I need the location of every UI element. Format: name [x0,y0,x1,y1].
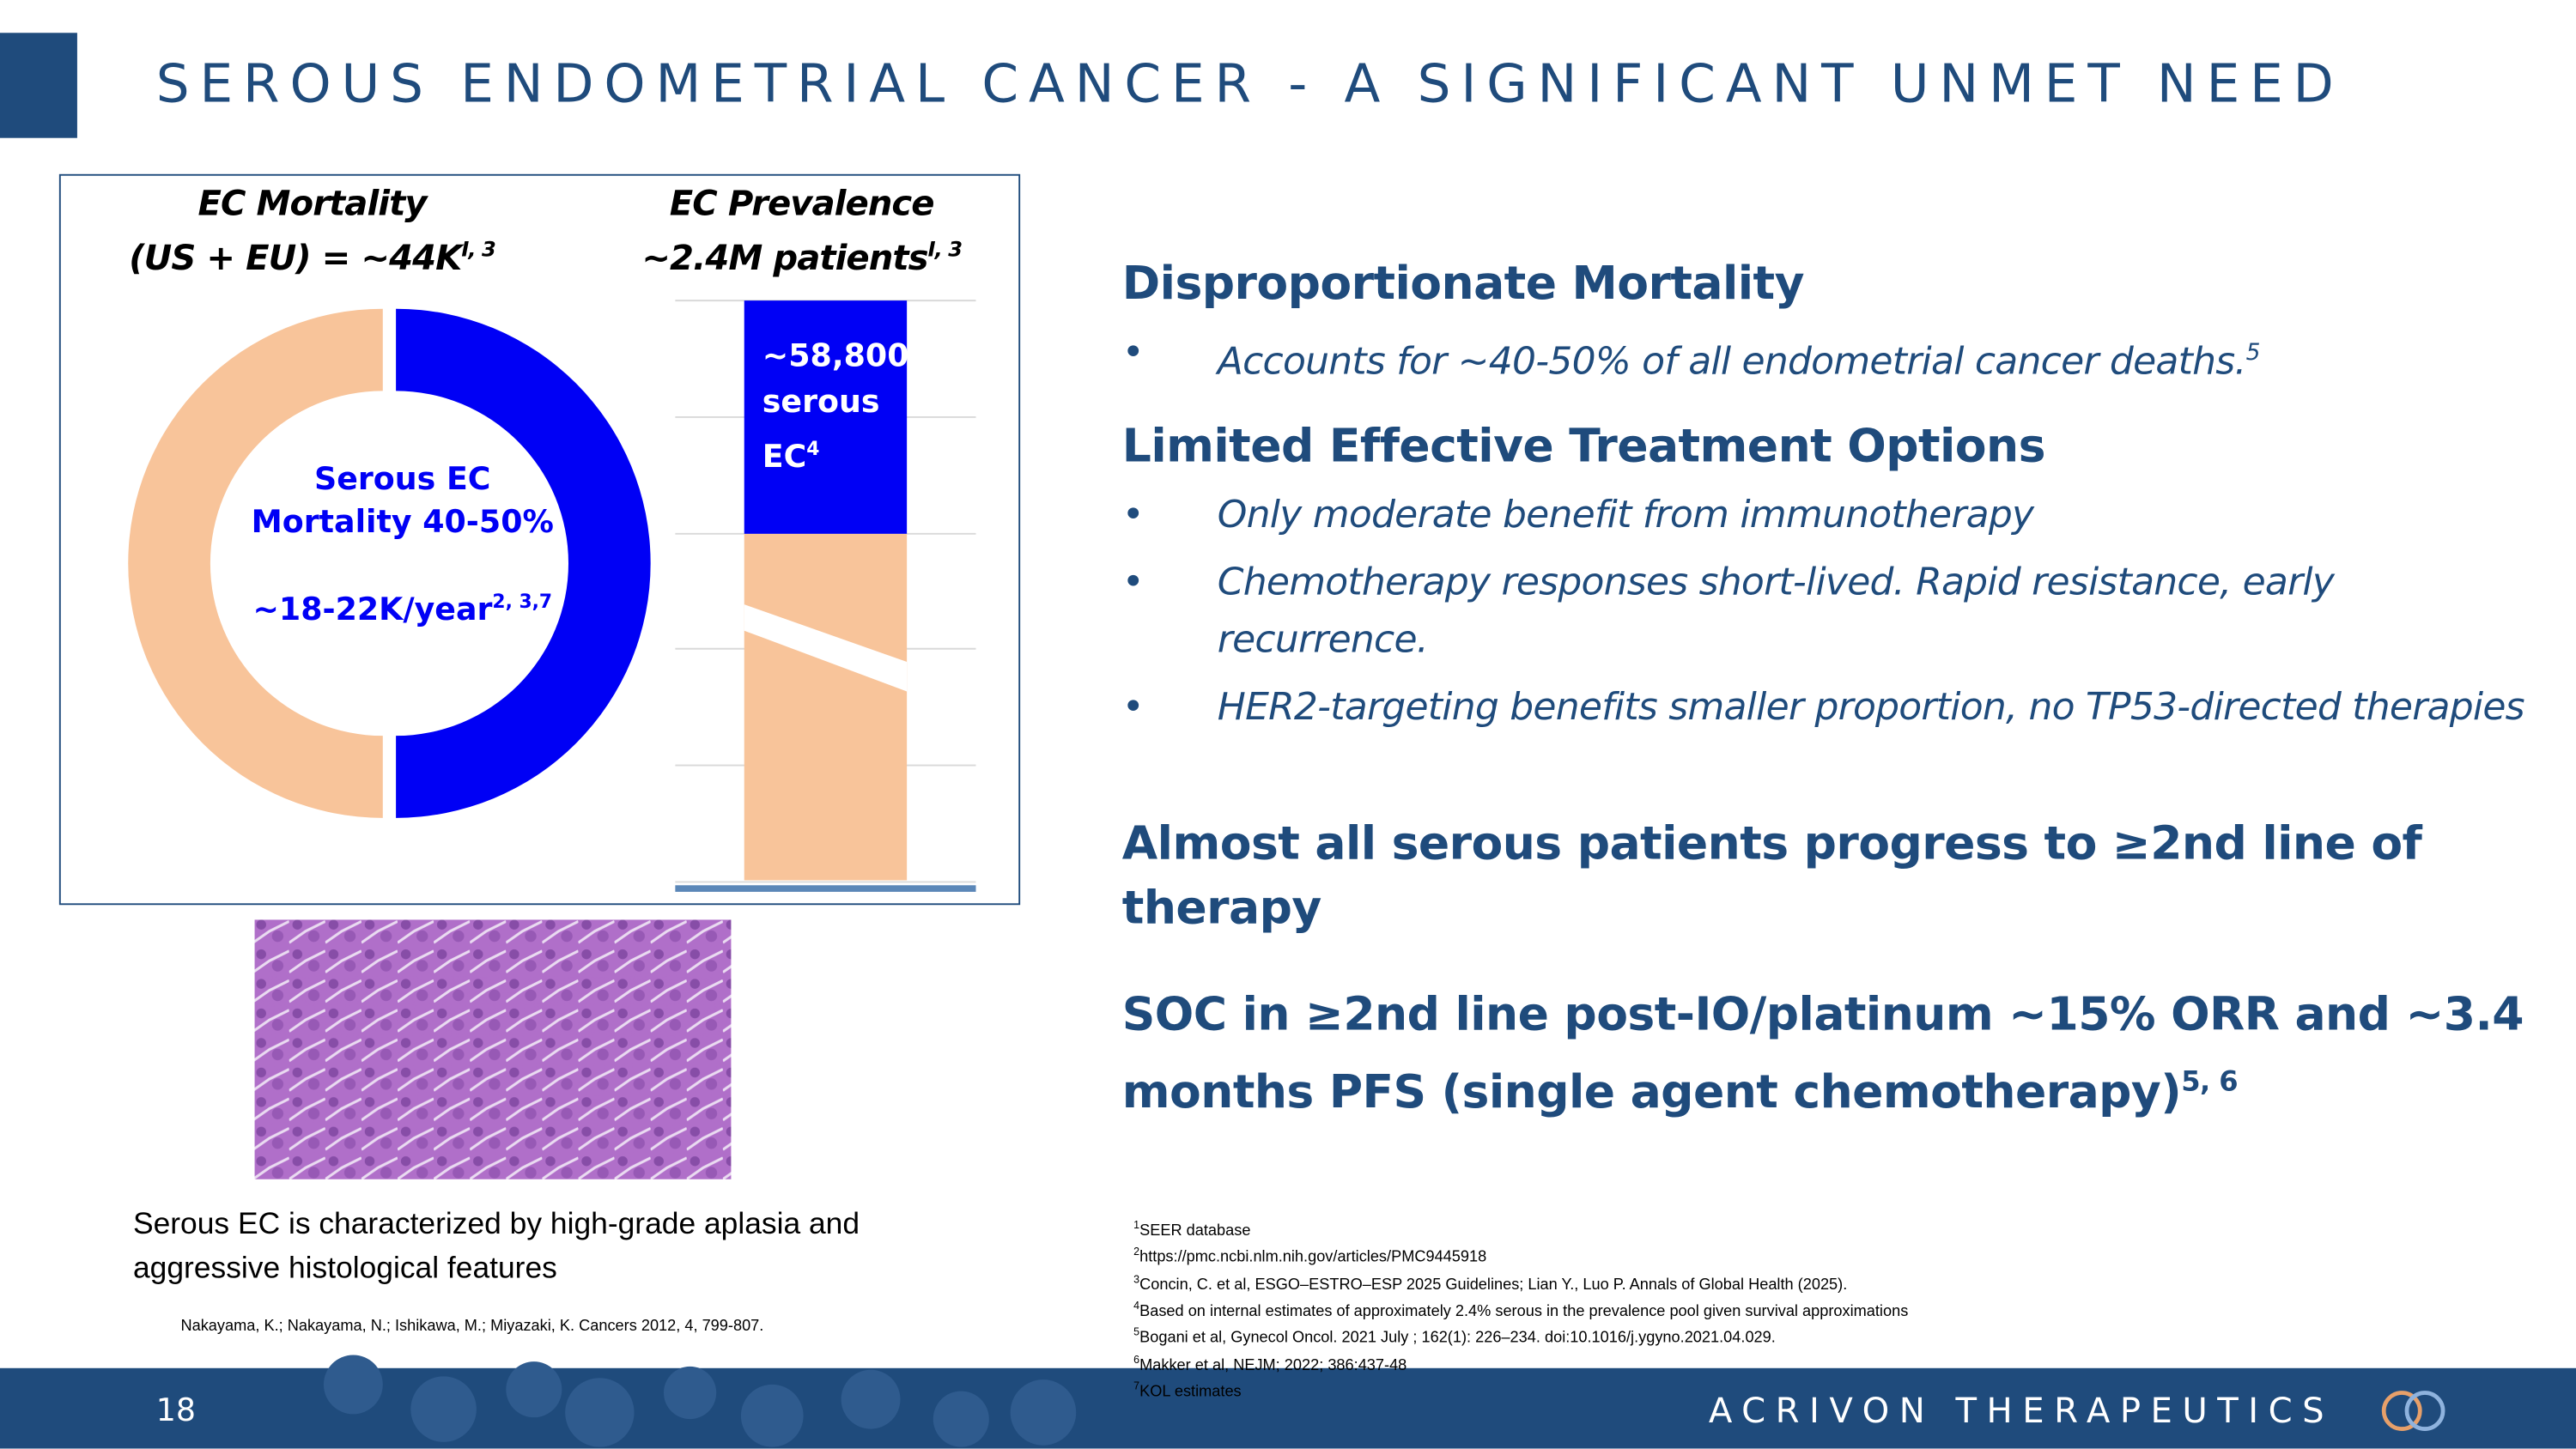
superscript: 4 [806,436,820,460]
superscript: 5, 6 [2181,1064,2238,1098]
histology-citation: Nakayama, K.; Nakayama, N.; Ishikawa, M.… [180,1317,764,1336]
footnote-text: Based on internal estimates of approxima… [1139,1302,1909,1321]
footnote-marker: 4 [1133,1300,1140,1313]
text: Serous EC [314,461,491,498]
text: Only moderate benefit from immunotherapy [1217,494,2034,537]
footnote: 5Bogani et al, Gynecol Oncol. 2021 July … [1133,1323,2283,1349]
prevalence-subtitle: ~2.4M patientsI, 3 [621,227,982,281]
mortality-subtitle: (US + EU) = ~44KI, 3 [115,227,509,281]
text: EC4 [762,426,909,481]
statement: SOC in ≥2nd line post-IO/platinum ~15% O… [1122,980,2535,1125]
bullet-list: Accounts for ~40-50% of all endometrial … [1122,325,2535,392]
footnote: 4Based on internal estimates of approxim… [1133,1296,2283,1323]
chart-panel [58,173,1021,906]
footnote-text: KOL estimates [1139,1383,1242,1402]
text: HER2-targeting benefits smaller proporti… [1217,686,2525,729]
footnote: 6Makker et al, NEJM; 2022; 386:437-48 [1133,1349,2283,1376]
bullet: Accounts for ~40-50% of all endometrial … [1122,325,2535,392]
section-heading: Limited Effective Treatment Options [1121,418,2046,473]
bar-other [744,533,908,881]
bar-baseline [675,885,976,892]
superscript: I, 3 [461,236,495,262]
footnote-text: Concin, C. et al, ESGO–ESTRO–ESP 2025 Gu… [1139,1276,1848,1294]
footnote: 1SEER database [1133,1216,2283,1242]
footnote: 2https://pmc.ncbi.nlm.nih.gov/articles/P… [1133,1242,2283,1269]
footnote-text: https://pmc.ncbi.nlm.nih.gov/articles/PM… [1139,1249,1487,1268]
text: Mortality 40-50% [251,504,554,541]
footnote-text: Makker et al, NEJM; 2022; 386:437-48 [1139,1356,1407,1375]
mortality-title: EC Mortality (US + EU) = ~44KI, 3 [115,180,509,281]
text: ~58,800 [762,338,909,375]
donut-serous [396,308,651,818]
bullet-list: Only moderate benefit from immunotherapy… [1122,488,2535,737]
text: Chemotherapy responses short-lived. Rapi… [1217,561,2335,662]
superscript: 5 [2245,340,2261,367]
superscript: I, 3 [927,236,963,262]
histology-caption: Serous EC is characterized by high-grade… [132,1205,860,1285]
superscript: 2, 3,7 [492,589,553,613]
footnote-text: Bogani et al, Gynecol Oncol. 2021 July ;… [1139,1329,1776,1349]
text: Accounts for ~40-50% of all endometrial … [1217,341,2247,385]
text: ~18-22K/year [252,591,493,628]
footnotes: 1SEER database 2https://pmc.ncbi.nlm.nih.… [1133,1216,2283,1404]
text: serous [762,384,880,421]
prevalence-heading: EC Prevalence [669,184,935,224]
title-marker [0,33,77,138]
company-logo [2381,1391,2445,1431]
footnote: 3Concin, C. et al, ESGO–ESTRO–ESP 2025 G… [1133,1269,2283,1295]
footnote-marker: 7 [1133,1381,1140,1393]
text: SOC in ≥2nd line post-IO/platinum ~15% O… [1121,986,2524,1119]
company-name: ACRIVON THERAPEUTICS [1708,1391,2335,1431]
text: EC [762,439,807,476]
slide-title: SEROUS ENDOMETRIAL CANCER - A SIGNIFICAN… [155,52,2344,115]
footnote-marker: 1 [1133,1220,1140,1232]
bullet: HER2-targeting benefits smaller proporti… [1122,679,2535,737]
prevalence-title: EC Prevalence ~2.4M patientsI, 3 [621,180,982,281]
footnote-marker: 5 [1133,1327,1140,1340]
right-panel: Disproportionate Mortality Accounts for ~… [1122,253,2535,761]
bar-label: ~58,800 serous EC4 [762,333,909,480]
donut-other [128,308,383,818]
footnote-marker: 6 [1133,1355,1140,1367]
bullet: Chemotherapy responses short-lived. Rapi… [1122,555,2335,670]
mortality-heading: EC Mortality [197,184,427,224]
section-heading: Disproportionate Mortality [1121,256,1805,311]
footnote-marker: 2 [1133,1246,1140,1259]
donut-label: Serous EC Mortality 40-50% ~18-22K/year2… [230,458,575,632]
bar-break [744,604,908,692]
page-number: 18 [155,1392,197,1429]
footnote: 7KOL estimates [1133,1377,2283,1404]
text: (US + EU) = ~44K [129,238,462,278]
footnote-text: SEER database [1139,1222,1251,1240]
footer-dots [323,1355,1077,1447]
text: ~2.4M patients [641,238,928,278]
footnote-marker: 3 [1133,1274,1140,1286]
histology-image [254,919,732,1179]
bullet: Only moderate benefit from immunotherapy [1122,488,2535,545]
bar-serous [744,300,908,534]
text: ~18-22K/year2, 3,7 [230,579,575,631]
statement: Almost all serous patients progress to ≥… [1121,815,2422,935]
